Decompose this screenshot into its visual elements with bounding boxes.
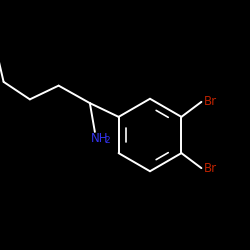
Text: Br: Br [204,95,216,108]
Text: NH: NH [91,132,108,145]
Text: Br: Br [204,162,216,175]
Text: 2: 2 [104,136,110,145]
